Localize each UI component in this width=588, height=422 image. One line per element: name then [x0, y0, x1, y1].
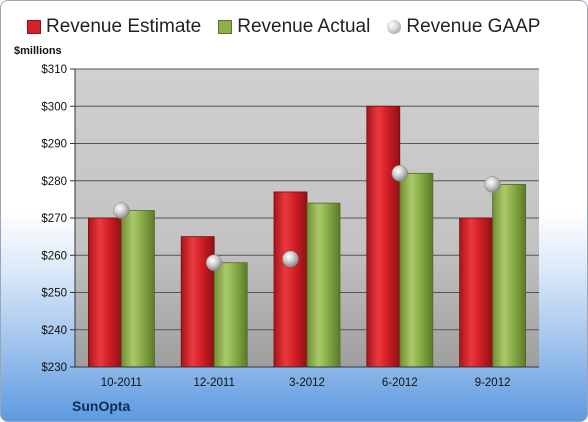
y-tick-label: $300 [41, 101, 67, 113]
bar-revenue-actual [213, 262, 248, 368]
y-tick-label: $290 [41, 139, 67, 151]
x-tick-label: 12-2011 [194, 377, 235, 389]
x-tick-label: 6-2012 [382, 377, 418, 389]
y-tick-label: $250 [41, 288, 67, 300]
y-tick-label: $310 [41, 64, 67, 76]
x-tick-label: 3-2012 [289, 377, 325, 389]
bar-revenue-estimate [273, 191, 308, 368]
company-name: SunOpta [72, 398, 131, 414]
legend-item-revenue-estimate: Revenue Estimate [27, 16, 201, 38]
bar-revenue-actual [399, 172, 434, 368]
marker-revenue-gaap [113, 202, 130, 219]
marker-revenue-gaap [484, 176, 501, 193]
y-tick-label: $280 [41, 176, 67, 188]
bar-revenue-actual [306, 202, 341, 368]
y-axis-label: $millions [14, 45, 62, 57]
marker-revenue-gaap [205, 254, 223, 271]
marker-revenue-gaap [282, 250, 299, 268]
bar-revenue-estimate [459, 217, 494, 368]
x-tick-label: 10-2011 [101, 377, 142, 389]
legend-swatch-actual [218, 20, 233, 34]
y-tick-label: $240 [41, 325, 67, 337]
y-tick-label: $260 [41, 250, 67, 262]
y-tick-label: $230 [41, 362, 67, 374]
bar-revenue-estimate [366, 105, 401, 368]
legend-swatch-gaap [387, 20, 402, 34]
legend-label-actual: Revenue Actual [237, 16, 371, 37]
bar-revenue-estimate [88, 217, 122, 368]
legend-item-revenue-gaap: Revenue GAAP [387, 16, 540, 38]
legend-item-revenue-actual: Revenue Actual [218, 16, 370, 38]
x-tick-label: 9-2012 [475, 377, 511, 389]
y-tick-label: $270 [41, 213, 67, 225]
bar-revenue-actual [121, 210, 155, 368]
marker-revenue-gaap [391, 165, 409, 182]
legend-label-gaap: Revenue GAAP [406, 16, 541, 37]
legend-swatch-estimate [27, 20, 41, 34]
bar-revenue-actual [492, 184, 527, 368]
legend-label-estimate: Revenue Estimate [46, 16, 202, 37]
legend: Revenue Estimate Revenue Actual Revenue … [27, 16, 557, 38]
